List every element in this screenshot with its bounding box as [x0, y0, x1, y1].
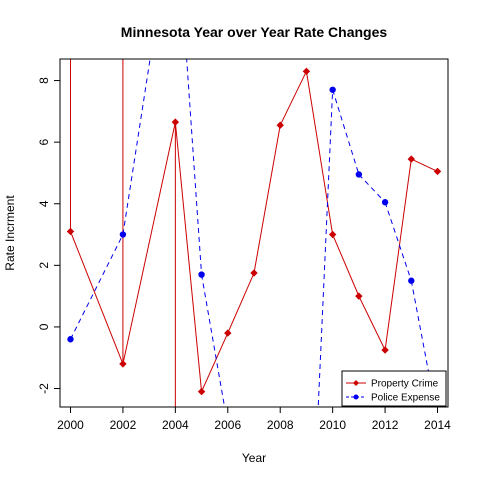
data-point — [355, 292, 363, 300]
legend-box — [341, 370, 447, 407]
y-tick-label: 4 — [37, 200, 51, 207]
data-point — [407, 155, 416, 163]
data-point — [67, 336, 74, 343]
series-line-segment — [122, 122, 176, 364]
series-police-expense — [67, 59, 436, 480]
x-axis-label: Year — [242, 451, 266, 465]
data-point — [224, 329, 232, 337]
x-tick-label: 2012 — [372, 418, 399, 432]
y-tick-label: 6 — [37, 138, 51, 145]
data-point — [198, 271, 205, 278]
series-line-segment — [228, 425, 307, 480]
y-tick-label: 2 — [37, 262, 51, 269]
data-point — [276, 121, 284, 129]
series-line-segment — [384, 159, 412, 351]
series-line-segment — [174, 122, 203, 392]
data-point — [355, 171, 363, 178]
data-point — [328, 230, 337, 239]
legend-label: Property Crime — [371, 379, 439, 390]
series-line-segment — [411, 158, 438, 172]
y-tick-label: -2 — [37, 383, 51, 394]
data-point — [381, 199, 389, 206]
plot-frame — [59, 58, 449, 408]
y-axis-label: Rate Incrment — [3, 195, 17, 271]
series-line-segment — [332, 234, 360, 297]
series-line-segment — [279, 71, 307, 126]
y-tick-label: 0 — [37, 323, 51, 330]
x-tick-label: 2008 — [267, 418, 294, 432]
data-point — [171, 118, 180, 126]
series-line-segment — [332, 89, 360, 175]
series-line-segment — [70, 234, 124, 340]
data-point — [329, 86, 336, 93]
series-line-segment — [201, 274, 226, 407]
x-tick-label: 2004 — [162, 418, 189, 432]
series-line-segment — [358, 295, 386, 351]
x-tick-label: 2000 — [57, 418, 84, 432]
data-point — [433, 167, 442, 176]
data-point — [408, 277, 415, 284]
legend-label: Police Expense — [371, 393, 440, 404]
series-line-segment — [358, 174, 386, 203]
legend-marker — [353, 380, 359, 386]
series-property-crime — [66, 59, 442, 407]
x-tick-label: 2002 — [110, 418, 137, 432]
chart-title: Minnesota Year over Year Rate Changes — [121, 24, 388, 40]
series-line-segment — [201, 332, 229, 392]
series-layer — [66, 59, 442, 480]
x-tick-label: 2006 — [214, 418, 241, 432]
x-tick-label: 2010 — [319, 418, 346, 432]
series-line-segment — [122, 59, 151, 235]
y-tick-label: 8 — [37, 77, 51, 84]
data-point — [250, 269, 258, 277]
data-point — [197, 387, 206, 396]
x-tick-label: 2014 — [424, 418, 451, 432]
series-line-segment — [384, 202, 412, 281]
series-line-segment — [317, 89, 334, 407]
series-line-segment — [253, 125, 281, 274]
data-point — [119, 231, 127, 238]
series-line-segment — [70, 231, 124, 365]
data-point — [119, 360, 127, 368]
data-point — [302, 67, 311, 76]
series-line-segment — [227, 272, 255, 334]
axes-layer: 2000 2002 2004 2006 2008 2010 2012 2014 -2 0 2 4 6 8 — [37, 77, 451, 432]
series-line-segment — [305, 71, 334, 235]
legend: Property Crime Police Expense — [341, 370, 447, 407]
legend-marker — [353, 394, 359, 400]
data-point — [381, 346, 389, 354]
data-point — [66, 227, 75, 236]
series-line-segment — [186, 59, 203, 275]
